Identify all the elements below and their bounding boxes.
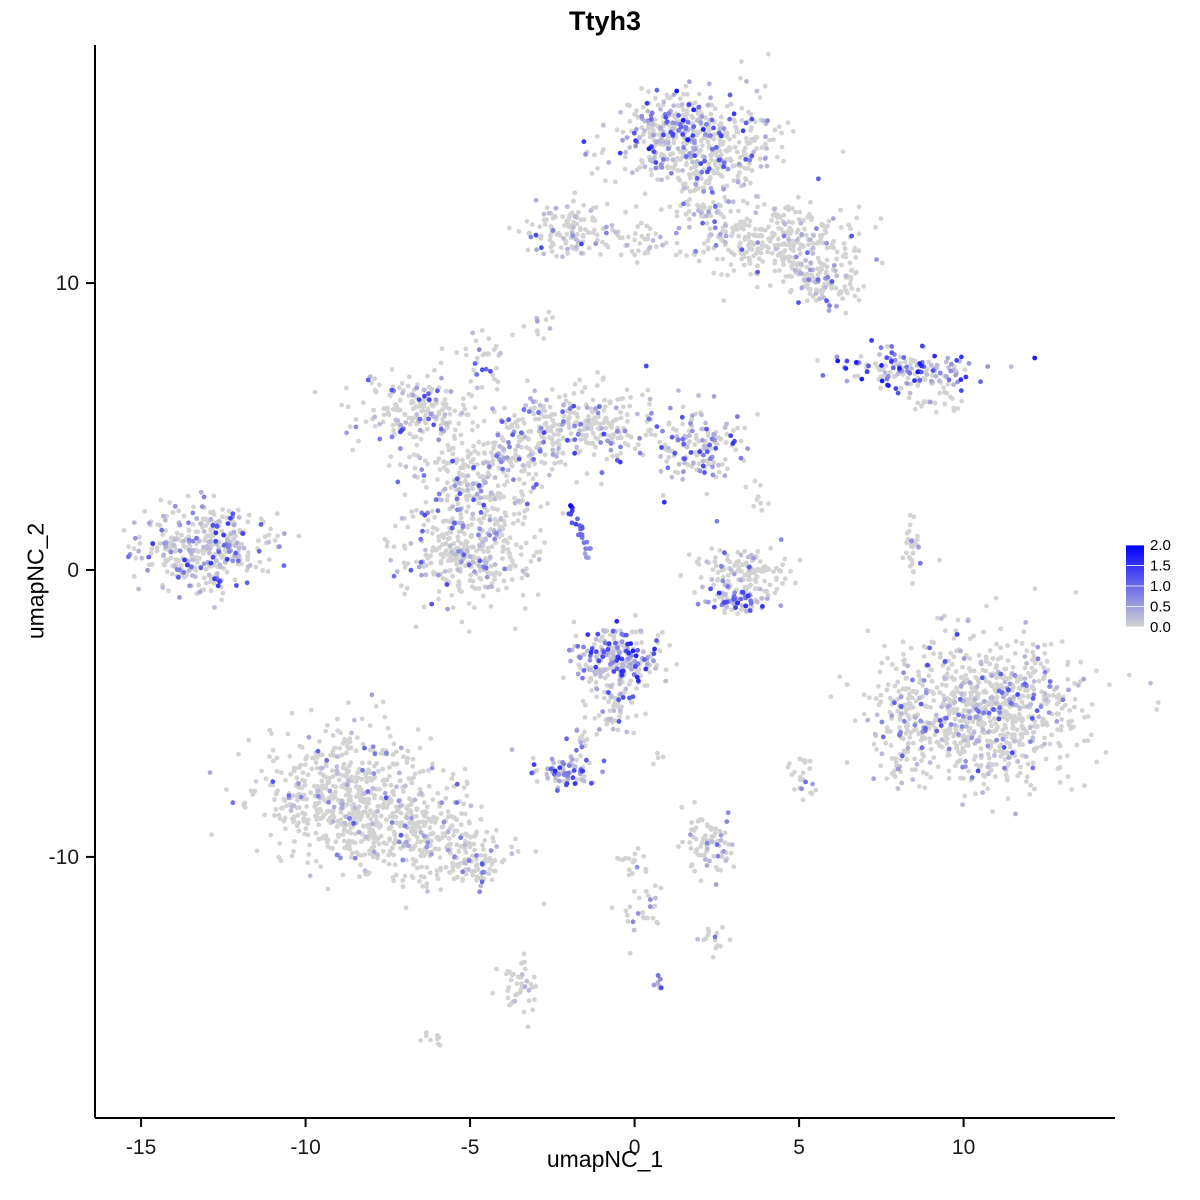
x-tick-label: -15: [126, 1136, 156, 1159]
x-tick-label: 10: [952, 1136, 975, 1159]
y-tick-label: 10: [56, 272, 79, 295]
y-axis: -10 0 10: [49, 45, 96, 1118]
x-tick-label: -10: [290, 1136, 320, 1159]
y-axis-label: umapNC_2: [22, 522, 49, 640]
x-tick-label: 0: [629, 1136, 641, 1159]
legend-colorbar: 2.0 1.5 1.0 0.5 0.0: [1126, 537, 1171, 636]
legend-tick-label: 2.0: [1150, 537, 1171, 554]
legend-tick-label: 1.5: [1150, 558, 1171, 575]
legend-tick-label: 0.0: [1150, 619, 1171, 636]
scatter-points: [121, 51, 1161, 1048]
x-axis: -15 -10 -5 0 5 10: [95, 1117, 1115, 1159]
legend-tick-label: 0.5: [1150, 599, 1171, 616]
plot-title: Ttyh3: [568, 6, 641, 36]
x-tick-label: -5: [461, 1136, 480, 1159]
legend-tick-label: 1.0: [1150, 578, 1171, 595]
x-axis-label: umapNC_1: [546, 1146, 664, 1172]
y-tick-label: 0: [67, 559, 79, 582]
x-tick-label: 5: [793, 1136, 805, 1159]
y-tick-label: -10: [49, 846, 79, 869]
